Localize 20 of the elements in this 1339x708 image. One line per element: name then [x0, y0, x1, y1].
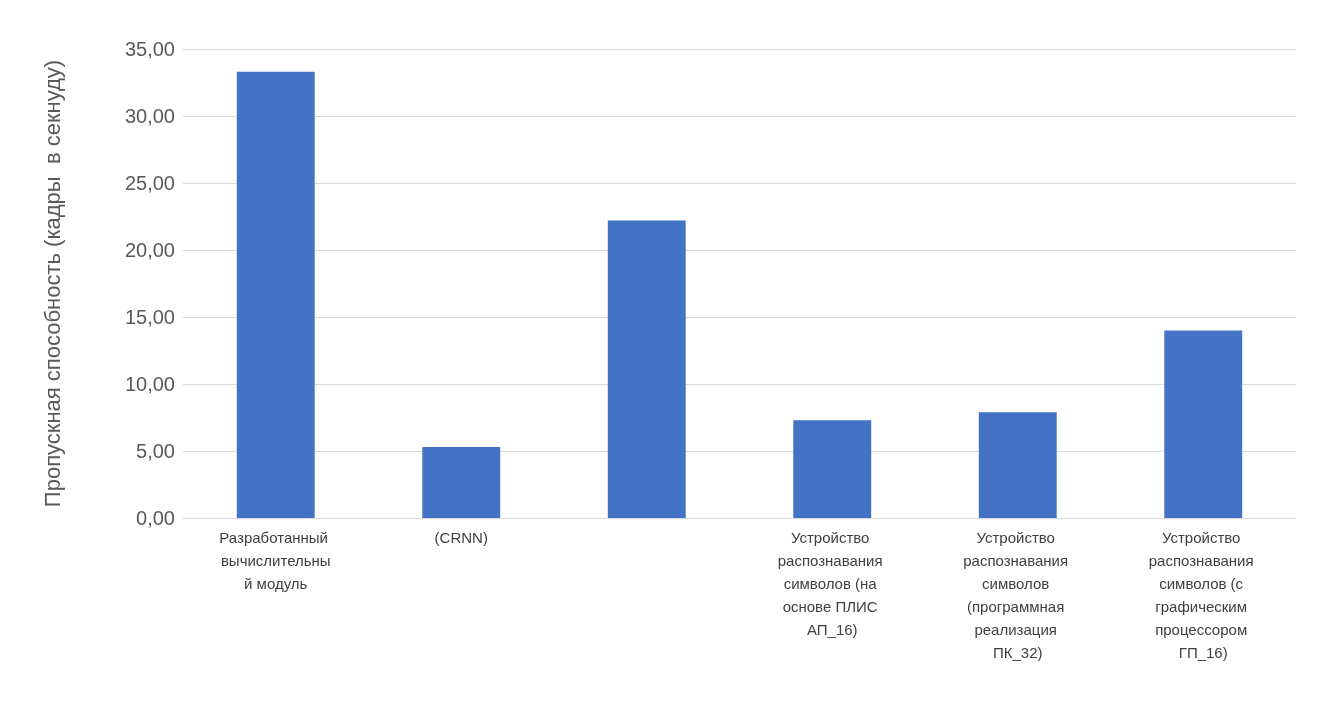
y-tick-label: 35,00: [124, 38, 175, 60]
x-tick-label: Устройство распознавания символов (с графическим процессором ГП_16): [1148, 529, 1258, 661]
y-tick-label: 20,00: [124, 239, 175, 261]
bar: [236, 71, 315, 518]
y-tick-label: 25,00: [124, 172, 175, 194]
y-tick-label: 5,00: [136, 440, 175, 462]
bar: [1164, 330, 1243, 518]
bar: [793, 420, 872, 518]
y-tick-label: 0,00: [136, 507, 175, 529]
y-axis-title: Пропускная способность (кадры в секнуду): [39, 59, 65, 508]
x-tick-label: Устройство распознавания символов (на основе ПЛИС АП_16): [777, 529, 887, 638]
x-tick-label: Разработанный вычислительный модуль: [219, 529, 333, 592]
y-tick-label: 15,00: [124, 306, 175, 328]
x-tick-label: Устройство распознавания символов (программная реализация ПК_32): [963, 529, 1073, 661]
bar: [607, 220, 686, 518]
bar: [422, 446, 501, 518]
x-tick-label: (CRNN): [434, 529, 488, 546]
y-tick-label: 30,00: [124, 105, 175, 127]
bar: [978, 412, 1057, 518]
y-tick-label: 10,00: [124, 373, 175, 395]
